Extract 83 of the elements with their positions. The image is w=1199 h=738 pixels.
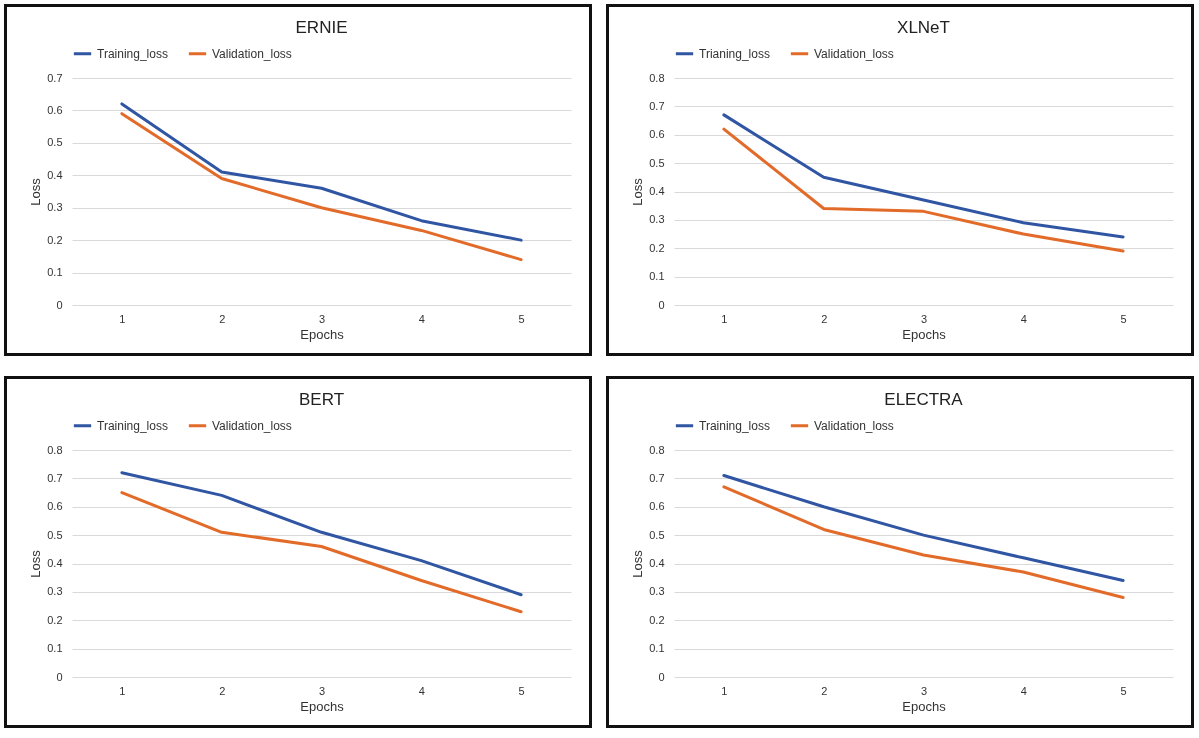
- line-series: [120, 102, 523, 242]
- x-tick-label: 1: [721, 684, 728, 697]
- line-series: [722, 113, 1125, 239]
- x-tick-label: 5: [518, 312, 525, 325]
- y-tick-label: 0.1: [47, 642, 63, 655]
- y-tick-label: 0.6: [47, 103, 63, 116]
- y-tick-label: 0.5: [47, 136, 63, 149]
- y-axis-title: Loss: [28, 549, 44, 578]
- y-tick-label: 0.4: [47, 168, 63, 181]
- x-tick-label: 4: [1020, 312, 1027, 325]
- x-tick-label: 2: [821, 312, 828, 325]
- line-series: [120, 112, 523, 262]
- y-tick-label: 0: [658, 670, 665, 683]
- legend-label: Trianing_loss: [699, 46, 770, 61]
- y-axis-title: Loss: [28, 177, 44, 206]
- x-axis-title: Epochs: [902, 326, 947, 342]
- y-tick-label: 0.5: [649, 156, 665, 169]
- y-tick-label: 0.1: [47, 266, 63, 279]
- y-axis-title: Loss: [630, 177, 646, 206]
- y-tick-label: 0.4: [649, 185, 665, 197]
- legend-label: Validation_loss: [814, 418, 894, 433]
- y-tick-label: 0.4: [47, 557, 63, 569]
- y-tick-label: 0: [658, 298, 665, 311]
- line-series: [722, 474, 1125, 583]
- y-tick-label: 0.2: [649, 241, 665, 254]
- x-axis-title: Epochs: [300, 698, 345, 714]
- x-tick-label: 5: [1120, 312, 1127, 325]
- legend-label: Validation_loss: [212, 46, 292, 61]
- y-tick-label: 0: [56, 298, 63, 311]
- line-series: [120, 471, 523, 597]
- y-tick-label: 0.6: [649, 128, 665, 141]
- x-tick-label: 1: [721, 312, 728, 325]
- line-series: [120, 491, 523, 614]
- x-tick-label: 4: [418, 684, 425, 697]
- y-tick-label: 0.2: [649, 613, 665, 626]
- x-tick-label: 5: [518, 684, 525, 697]
- legend-label: Validation_loss: [814, 46, 894, 61]
- chart-title: ERNIE: [295, 18, 348, 37]
- y-tick-label: 0.3: [47, 585, 63, 598]
- y-tick-label: 0.4: [649, 557, 665, 569]
- chart-title: ELECTRA: [884, 390, 964, 409]
- x-tick-label: 2: [219, 684, 226, 697]
- y-tick-label: 0.8: [649, 443, 665, 456]
- y-tick-label: 0.7: [649, 471, 665, 484]
- y-tick-label: 0.1: [649, 270, 665, 283]
- x-tick-label: 4: [1020, 684, 1027, 697]
- x-tick-label: 3: [318, 312, 326, 325]
- x-tick-label: 3: [318, 684, 326, 697]
- x-tick-label: 1: [119, 312, 126, 325]
- y-tick-label: 0.8: [47, 443, 63, 456]
- y-tick-label: 0.3: [649, 585, 665, 598]
- legend-label: Training_loss: [97, 418, 168, 433]
- x-tick-label: 1: [119, 684, 126, 697]
- chart-title: XLNeT: [897, 18, 950, 37]
- x-axis-title: Epochs: [902, 698, 947, 714]
- y-tick-label: 0.5: [649, 528, 665, 541]
- y-tick-label: 0: [56, 670, 63, 683]
- y-axis-title: Loss: [630, 549, 646, 578]
- y-tick-label: 0.6: [47, 500, 63, 513]
- y-tick-label: 0.7: [47, 71, 63, 84]
- y-tick-label: 0.1: [649, 642, 665, 655]
- y-tick-label: 0.7: [649, 99, 665, 112]
- y-tick-label: 0.2: [47, 233, 63, 246]
- chart-title: BERT: [298, 390, 345, 409]
- x-tick-label: 3: [920, 312, 928, 325]
- x-tick-label: 3: [920, 684, 928, 697]
- x-tick-label: 4: [418, 312, 425, 325]
- x-tick-label: 2: [821, 684, 828, 697]
- y-tick-label: 0.3: [47, 201, 63, 214]
- x-axis-title: Epochs: [300, 326, 345, 342]
- legend-label: Training_loss: [97, 46, 168, 61]
- y-tick-label: 0.3: [649, 213, 665, 226]
- legend-label: Training_loss: [699, 418, 770, 433]
- x-tick-label: 2: [219, 312, 226, 325]
- y-tick-label: 0.6: [649, 500, 665, 513]
- line-series: [722, 127, 1125, 253]
- y-tick-label: 0.5: [47, 528, 63, 541]
- y-tick-label: 0.2: [47, 613, 63, 626]
- y-tick-label: 0.8: [649, 71, 665, 84]
- x-tick-label: 5: [1120, 684, 1127, 697]
- line-series: [722, 485, 1125, 600]
- legend-label: Validation_loss: [212, 418, 292, 433]
- y-tick-label: 0.7: [47, 471, 63, 484]
